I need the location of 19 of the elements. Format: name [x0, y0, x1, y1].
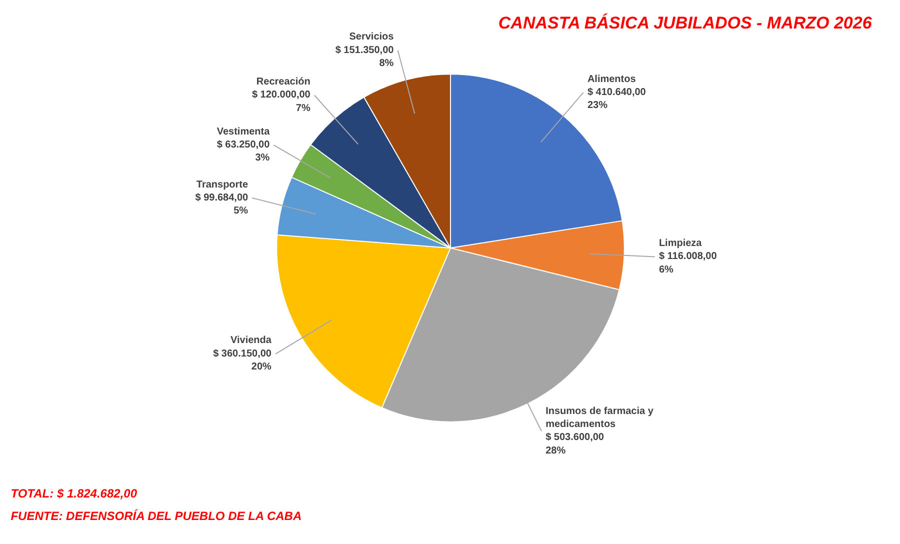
slice-label: Insumos de farmacia y medicamentos [546, 406, 654, 430]
slice-label: Servicios [349, 32, 394, 43]
slice-label: Alimentos [587, 74, 636, 85]
data-label: $ 99.684,00 5% [195, 192, 249, 217]
data-label: $ 410.640,00 23% [587, 86, 646, 112]
slice-label: Limpieza [658, 238, 702, 250]
slice-label: Recreación [256, 76, 310, 88]
data-label: $ 63.250,00 3% [216, 140, 270, 164]
slice-label: Vestimenta [216, 126, 270, 138]
data-label: $ 116.008,00 6% [658, 251, 718, 276]
source-note: FUENTE: DEFENSORÍA DEL PUEBLO DE LA CABA [10, 508, 302, 523]
slice-label: Transporte [196, 179, 249, 190]
data-label: $ 503.600,00 28% [546, 432, 604, 456]
data-label: $ 360.150,00 20% [213, 348, 272, 373]
text: TOTAL: $ 1.824.682,00 [10, 486, 138, 500]
data-label: $ 120.000,00 7% [252, 90, 311, 114]
data-label: $ 151.350,00 8% [335, 44, 394, 70]
chart-title: CANASTA BÁSICA JUBILADOS - MARZO 2026 [498, 12, 872, 32]
slice-label: Vivienda [230, 335, 272, 346]
